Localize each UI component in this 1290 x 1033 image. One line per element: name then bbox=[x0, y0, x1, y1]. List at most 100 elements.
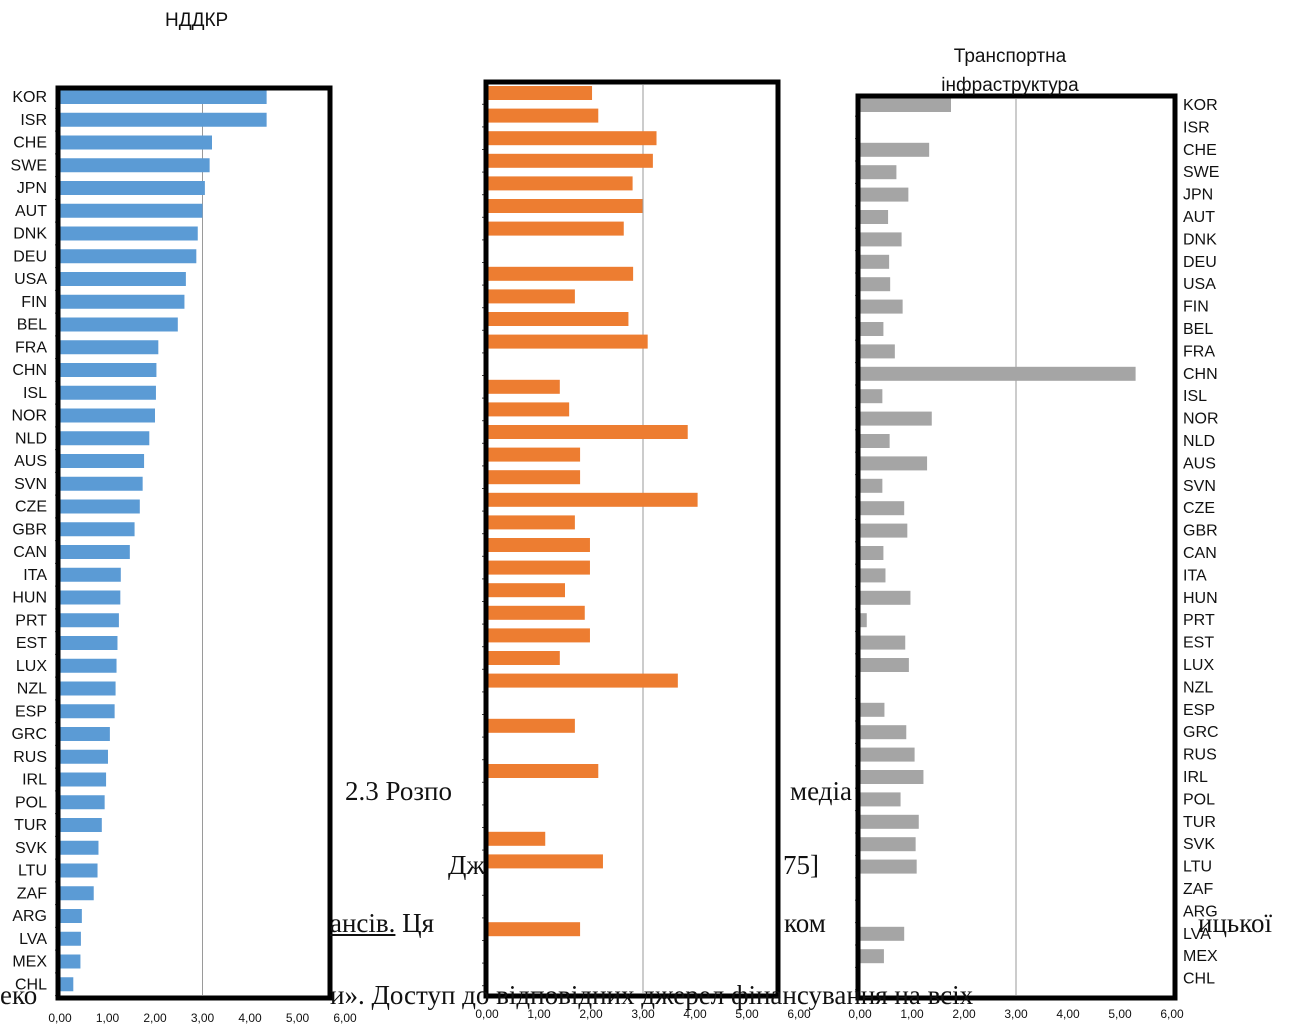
chart-1-category-label: GBR bbox=[12, 521, 47, 538]
chart-1-category-label: CAN bbox=[13, 544, 47, 561]
doc-para-fragment-a: ансів. Ця bbox=[330, 908, 434, 939]
chart-1-bar bbox=[60, 203, 203, 218]
chart-3-category-label: HUN bbox=[1183, 590, 1218, 607]
chart-3-x-tick-label: 1,00 bbox=[900, 1007, 924, 1021]
chart-3-category-label: NZL bbox=[1183, 679, 1213, 696]
chart-3-category-label: TUR bbox=[1183, 814, 1216, 831]
chart-3-category-label: ITA bbox=[1183, 567, 1207, 584]
chart-2-bar bbox=[487, 108, 599, 123]
chart-2-bar bbox=[487, 153, 653, 168]
chart-2-bar bbox=[487, 583, 565, 598]
chart-1-category-label: FRA bbox=[15, 339, 47, 356]
chart-1-category-label: ARG bbox=[12, 908, 47, 925]
chart-1-title: НДДКР bbox=[165, 10, 228, 32]
chart-3-category-label: AUT bbox=[1183, 209, 1215, 226]
chart-1-category-label: NZL bbox=[17, 681, 47, 698]
chart-1-category-label: USA bbox=[14, 271, 47, 288]
chart-3-category-label: CAN bbox=[1183, 545, 1217, 562]
chart-2-x-tick-label: 3,00 bbox=[631, 1007, 655, 1021]
chart-2-bar bbox=[487, 515, 575, 530]
chart-3-category-label: IRL bbox=[1183, 769, 1208, 786]
chart-3-bar bbox=[860, 949, 884, 964]
chart-3-category-label: GRC bbox=[1183, 724, 1219, 741]
chart-3-bar bbox=[860, 389, 883, 404]
chart-1-bar bbox=[60, 363, 157, 377]
chart-1-category-label: NOR bbox=[11, 408, 47, 425]
chart-1-bar bbox=[60, 340, 159, 355]
chart-2-bar bbox=[487, 673, 678, 688]
chart-1-bar bbox=[60, 385, 156, 400]
chart-2-bar bbox=[487, 334, 648, 349]
chart-3-category-label: ISR bbox=[1183, 119, 1210, 136]
chart-2-x-tick-label: 5,00 bbox=[735, 1007, 759, 1021]
chart-1-bar bbox=[60, 272, 186, 286]
chart-1-bar bbox=[60, 181, 205, 195]
chart-1-bar bbox=[60, 749, 108, 764]
chart-3-bar bbox=[860, 546, 884, 560]
chart-1-bar bbox=[60, 112, 267, 127]
chart-3-category-label: FRA bbox=[1183, 343, 1215, 360]
chart-3-category-label: NLD bbox=[1183, 433, 1215, 450]
chart-2-frame bbox=[483, 79, 781, 999]
chart-3-category-label: FIN bbox=[1183, 299, 1209, 316]
chart-2-bar bbox=[487, 221, 624, 236]
chart-1-category-label: RUS bbox=[13, 749, 47, 766]
chart-2-x-tick-label: 1,00 bbox=[527, 1007, 551, 1021]
chart-1-category-label: ITA bbox=[23, 567, 47, 584]
chart-1-category-label: EST bbox=[16, 635, 47, 652]
chart-3-category-label: ZAF bbox=[1183, 881, 1213, 898]
chart-1-category-label: ZAF bbox=[17, 885, 47, 902]
chart-1-category-label: ISR bbox=[20, 112, 47, 129]
chart-1-category-label: AUS bbox=[14, 453, 47, 470]
chart-3-bar bbox=[860, 254, 890, 269]
chart-1-x-tick-label: 0,00 bbox=[48, 1011, 72, 1025]
chart-1-category-label: POL bbox=[15, 794, 47, 811]
chart-3-title: Транспортна інфраструктура bbox=[905, 42, 1115, 101]
chart-1-bar bbox=[60, 590, 121, 605]
chart-2-bar bbox=[487, 831, 546, 846]
chart-1-bar bbox=[60, 658, 117, 673]
chart-1-bar bbox=[60, 545, 130, 559]
chart-1-frame bbox=[55, 85, 333, 1001]
chart-1-category-label: NLD bbox=[15, 430, 47, 447]
chart-3-bar bbox=[860, 456, 928, 471]
chart-1-category-label: DEU bbox=[13, 248, 47, 265]
chart-3-bar bbox=[860, 232, 902, 247]
chart-3-bar bbox=[860, 590, 911, 605]
chart-3-category-label: CZE bbox=[1183, 500, 1215, 517]
chart-2-bar bbox=[487, 605, 585, 620]
chart-3-bar bbox=[860, 635, 906, 650]
chart-1-category-label: GRC bbox=[11, 726, 47, 743]
chart-3-category-label: USA bbox=[1183, 276, 1216, 293]
chart-1-bar bbox=[60, 795, 105, 810]
chart-1-x-tick-label: 4,00 bbox=[238, 1011, 262, 1025]
doc-caption-text: 2.3 Розпо bbox=[345, 776, 452, 806]
chart-3-bar bbox=[860, 501, 905, 516]
chart-1-category-label: SWE bbox=[11, 157, 47, 174]
chart-1-bar bbox=[60, 727, 110, 741]
chart-2-x-tick-label: 4,00 bbox=[683, 1007, 707, 1021]
chart-3-category-label: CHN bbox=[1183, 366, 1218, 383]
chart-1-bar bbox=[60, 772, 107, 787]
chart-3-bar bbox=[860, 344, 895, 359]
chart-2-x-tick-label: 6,00 bbox=[787, 1007, 811, 1021]
chart-3-category-label: PRT bbox=[1183, 612, 1215, 629]
chart-3-bar bbox=[860, 142, 930, 157]
chart-1-bar bbox=[60, 613, 119, 628]
chart-1-bar bbox=[60, 931, 81, 946]
chart-1-bar bbox=[60, 249, 197, 264]
chart-2-bar bbox=[487, 379, 560, 394]
doc-para-fragment-d: ицької bbox=[1198, 908, 1272, 939]
chart-1-category-label: KOR bbox=[12, 89, 47, 106]
chart-3-title-text: Транспортна інфраструктура bbox=[941, 46, 1079, 97]
chart-1-bar bbox=[60, 681, 116, 696]
chart-3-bar bbox=[860, 725, 907, 740]
chart-2-bar bbox=[487, 470, 581, 485]
chart-1-bar bbox=[60, 863, 98, 878]
chart-1-bar bbox=[60, 909, 82, 923]
chart-1-bar bbox=[60, 476, 143, 491]
chart-1-category-label: CZE bbox=[15, 499, 47, 516]
chart-1-bar bbox=[60, 840, 99, 855]
chart-2-bar bbox=[487, 199, 643, 213]
